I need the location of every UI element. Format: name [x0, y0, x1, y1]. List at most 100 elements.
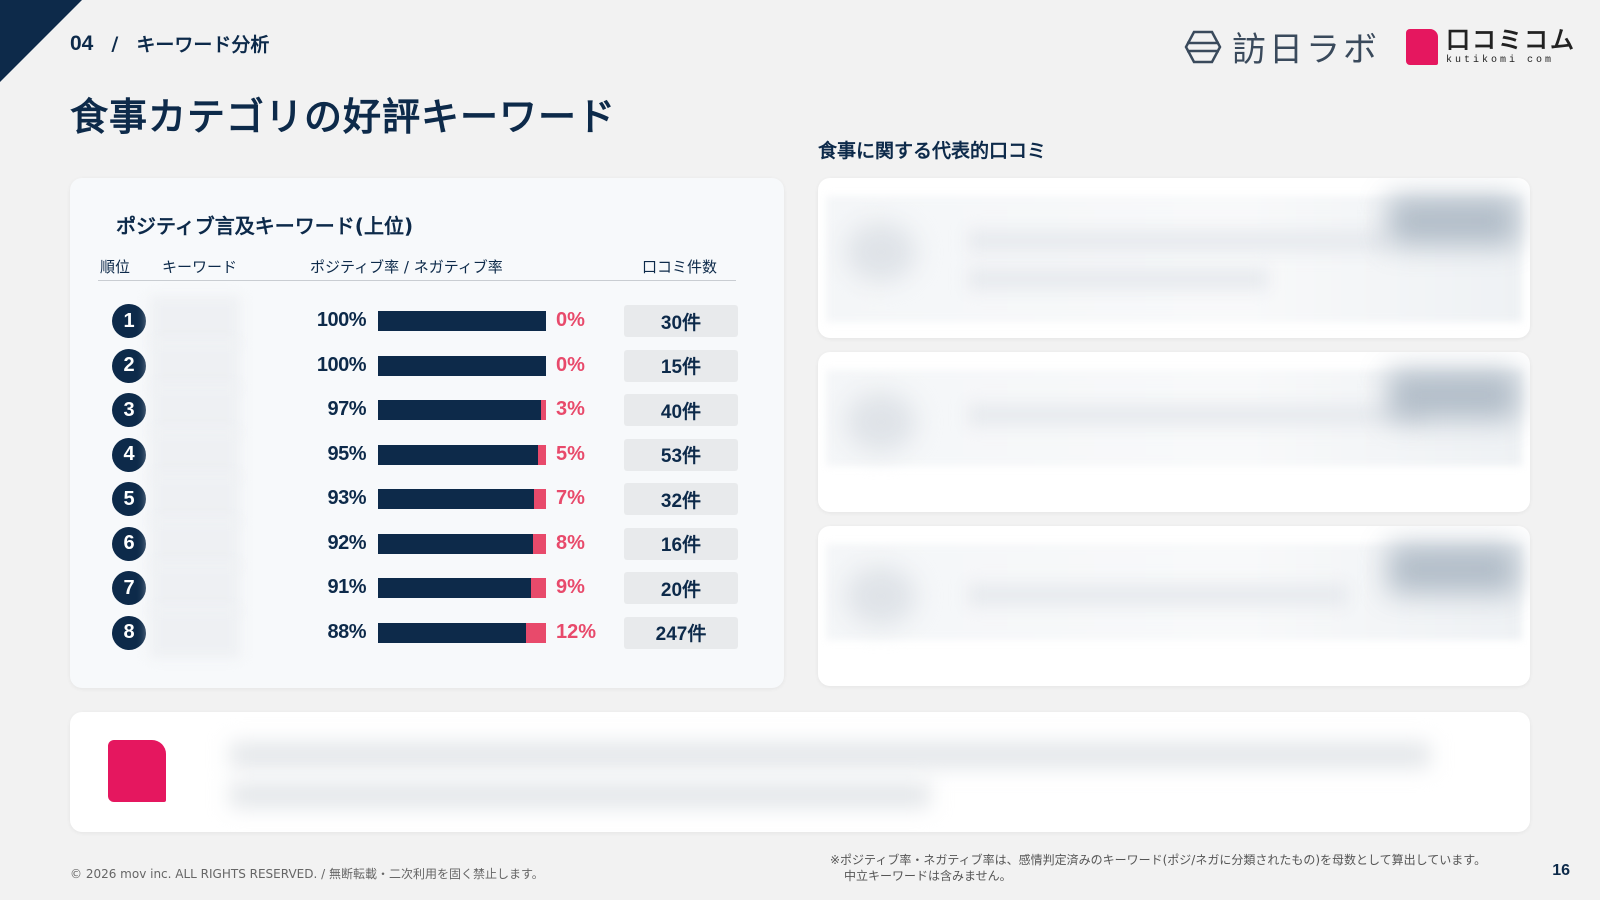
footnote-line-2: 中立キーワードは含みません。 — [844, 869, 1012, 883]
keyword-blurred — [150, 607, 240, 658]
positive-rate: 97% — [327, 398, 366, 420]
page-title: 食事カテゴリの好評キーワード — [70, 95, 617, 139]
keyword-row: 8 88% 12% 247件 — [70, 607, 784, 658]
positive-bar-fill — [378, 533, 533, 554]
kutikomi-mark-icon — [108, 740, 166, 802]
review-count: 20件 — [624, 572, 738, 604]
keyword-row: 7 91% 9% 20件 — [70, 563, 784, 613]
rank-badge: 3 — [112, 393, 146, 427]
positive-bar-fill — [378, 400, 541, 420]
negative-rate: 12% — [556, 620, 597, 643]
review-count: 16件 — [624, 527, 738, 560]
positive-bar-fill — [378, 578, 531, 598]
rank-badge: 6 — [112, 526, 146, 561]
sentiment-bar — [378, 578, 546, 598]
section-title: キーワード分析 — [136, 34, 270, 56]
section-number: 04 — [70, 31, 94, 55]
sentiment-bar — [378, 355, 546, 376]
col-header-keyword: キーワード — [162, 258, 238, 276]
sentiment-bar — [378, 622, 546, 643]
rank-badge: 4 — [112, 437, 146, 472]
review-count: 15件 — [624, 349, 738, 382]
sentiment-bar — [378, 444, 546, 465]
keyword-row: 6 92% 8% 16件 — [70, 518, 784, 569]
keyword-panel: ポジティブ言及キーワード(上位) 順位 キーワード ポジティブ率 / ネガティブ… — [70, 178, 784, 688]
section-separator: / — [111, 32, 119, 55]
positive-bar-fill — [378, 444, 538, 465]
negative-rate: 0% — [556, 353, 585, 376]
keyword-blurred — [150, 385, 240, 435]
reviews-title: 食事に関する代表的口コミ — [818, 140, 1047, 162]
page-number: 16 — [1552, 862, 1570, 879]
positive-rate: 100% — [316, 353, 367, 376]
keyword-row: 3 97% 3% 40件 — [70, 385, 784, 435]
keyword-row: 1 100% 0% 30件 — [70, 296, 784, 346]
kutikomi-mark-icon — [1406, 28, 1438, 65]
positive-bar-fill — [378, 489, 535, 509]
positive-bar-fill — [378, 622, 526, 643]
review-card — [818, 352, 1530, 512]
review-count: 40件 — [624, 394, 738, 426]
footnote: ※ポジティブ率・ネガティブ率は、感情判定済みのキーワード(ポジ/ネガに分類された… — [830, 852, 1486, 884]
keyword-blurred — [150, 429, 240, 480]
review-card — [818, 178, 1530, 338]
keyword-row: 2 100% 0% 15件 — [70, 340, 784, 391]
kutikomi-logo: 口コミコム kutikomi com — [1406, 28, 1576, 66]
rank-badge: 5 — [112, 482, 146, 516]
logo-group: 訪日ラボ 口コミコム kutikomi com — [1184, 22, 1576, 71]
review-card — [818, 526, 1530, 686]
kutikomi-logo-en: kutikomi com — [1446, 54, 1555, 66]
keyword-blurred — [150, 474, 240, 524]
rank-badge: 2 — [112, 348, 146, 383]
keyword-blurred — [150, 563, 240, 613]
rank-badge: 7 — [112, 571, 146, 605]
reviewer-avatar-blurred — [846, 392, 916, 452]
sentiment-bar — [378, 489, 546, 509]
review-count: 30件 — [624, 305, 738, 337]
negative-rate: 7% — [556, 487, 585, 509]
houjin-lab-logo-text: 訪日ラボ — [1232, 30, 1380, 70]
sentiment-bar — [378, 311, 546, 331]
review-photo-blurred — [1388, 370, 1518, 420]
houjin-lab-logo: 訪日ラボ — [1184, 22, 1380, 71]
negative-rate: 8% — [556, 531, 585, 554]
col-header-count: 口コミ件数 — [642, 258, 718, 276]
review-count: 247件 — [624, 616, 738, 649]
review-photo-blurred — [1388, 196, 1518, 246]
keyword-blurred — [150, 340, 240, 391]
negative-rate: 3% — [556, 398, 585, 420]
positive-rate: 93% — [327, 487, 366, 509]
review-count: 53件 — [624, 438, 738, 471]
reviewer-avatar-blurred — [846, 566, 916, 626]
sentiment-bar — [378, 533, 546, 554]
positive-rate: 91% — [327, 576, 366, 598]
kutikomi-logo-jp: 口コミコム — [1446, 25, 1576, 54]
positive-bar-fill — [378, 311, 546, 331]
reviewer-avatar-blurred — [846, 222, 916, 282]
positive-rate: 92% — [327, 531, 366, 554]
col-header-rank: 順位 — [100, 258, 131, 276]
footnote-line-1: ※ポジティブ率・ネガティブ率は、感情判定済みのキーワード(ポジ/ネガに分類された… — [830, 853, 1487, 867]
positive-bar-fill — [378, 355, 546, 376]
negative-rate: 0% — [556, 309, 585, 331]
review-count: 32件 — [624, 483, 738, 515]
col-header-rate: ポジティブ率 / ネガティブ率 — [310, 258, 503, 276]
keyword-blurred — [150, 518, 240, 569]
positive-rate: 88% — [327, 620, 366, 643]
corner-accent — [0, 0, 82, 82]
header-divider — [98, 280, 736, 281]
keyword-panel-title: ポジティブ言及キーワード(上位) — [116, 214, 414, 238]
keyword-row: 5 93% 7% 32件 — [70, 474, 784, 524]
keyword-row: 4 95% 5% 53件 — [70, 429, 784, 480]
review-photo-blurred — [1388, 544, 1518, 594]
copyright: © 2026 mov inc. ALL RIGHTS RESERVED. / 無… — [70, 867, 544, 881]
positive-rate: 95% — [327, 442, 366, 465]
positive-rate: 100% — [316, 309, 367, 331]
negative-rate: 9% — [556, 576, 585, 598]
section-label: 04 / キーワード分析 — [70, 30, 269, 57]
hexagon-icon — [1184, 30, 1222, 63]
rank-badge: 1 — [112, 304, 146, 338]
keyword-blurred — [150, 296, 240, 346]
summary-card — [70, 712, 1530, 832]
rank-badge: 8 — [112, 615, 146, 650]
